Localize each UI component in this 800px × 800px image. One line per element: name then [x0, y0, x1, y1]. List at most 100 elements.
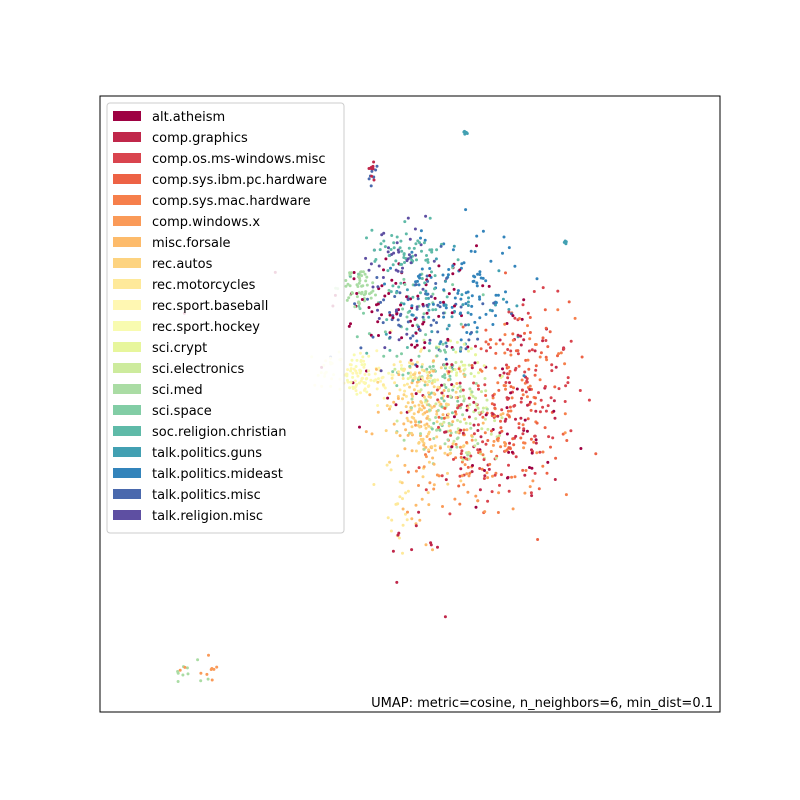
- scatter-point: [425, 383, 429, 387]
- scatter-point: [387, 246, 390, 250]
- scatter-point: [364, 279, 368, 283]
- scatter-point: [476, 429, 480, 432]
- scatter-point: [532, 290, 536, 293]
- scatter-point: [557, 387, 561, 391]
- scatter-point: [496, 511, 500, 514]
- scatter-point: [406, 510, 409, 514]
- scatter-point: [385, 318, 389, 322]
- scatter-point: [456, 291, 460, 295]
- scatter-point: [410, 258, 414, 262]
- scatter-point: [450, 445, 454, 449]
- scatter-point: [401, 307, 405, 311]
- scatter-point: [345, 378, 349, 382]
- scatter-point: [468, 387, 472, 391]
- scatter-point: [405, 382, 409, 386]
- scatter-point: [494, 456, 498, 460]
- scatter-point: [479, 276, 483, 280]
- scatter-point: [493, 366, 497, 370]
- scatter-point: [508, 369, 512, 373]
- scatter-point: [505, 322, 509, 325]
- scatter-point: [452, 244, 456, 248]
- scatter-point: [475, 326, 479, 330]
- scatter-point: [460, 474, 464, 478]
- scatter-point: [451, 420, 455, 424]
- scatter-point: [520, 396, 523, 400]
- scatter-point: [521, 303, 525, 307]
- scatter-point: [383, 294, 387, 298]
- scatter-point: [344, 279, 348, 282]
- scatter-point: [355, 358, 359, 362]
- scatter-point: [442, 315, 446, 319]
- scatter-point: [424, 426, 428, 430]
- scatter-point: [398, 360, 402, 364]
- scatter-point: [500, 408, 504, 412]
- scatter-point: [411, 295, 415, 299]
- scatter-point: [447, 421, 451, 425]
- scatter-point: [205, 672, 209, 676]
- scatter-point: [427, 448, 431, 452]
- scatter-point: [533, 434, 537, 438]
- scatter-point: [379, 369, 383, 373]
- scatter-point: [463, 363, 467, 367]
- legend-swatch: [113, 384, 141, 394]
- scatter-point: [456, 386, 460, 390]
- scatter-point: [533, 471, 537, 475]
- scatter-point: [466, 490, 470, 494]
- scatter-point: [405, 315, 409, 319]
- scatter-point: [450, 315, 454, 319]
- scatter-point: [377, 317, 381, 320]
- scatter-point: [394, 310, 398, 314]
- legend-box: [106, 102, 345, 534]
- scatter-point: [514, 455, 518, 459]
- scatter-point: [419, 388, 423, 392]
- scatter-point: [419, 229, 423, 233]
- legend-label: comp.sys.ibm.pc.hardware: [152, 173, 327, 188]
- scatter-point: [415, 339, 419, 343]
- scatter-point: [534, 368, 538, 372]
- legend-swatch: [113, 510, 141, 520]
- scatter-point: [427, 460, 431, 464]
- scatter-point: [374, 168, 378, 172]
- scatter-point: [526, 358, 530, 362]
- scatter-point: [357, 381, 361, 385]
- scatter-point: [504, 290, 507, 294]
- scatter-point: [454, 412, 458, 416]
- scatter-point: [504, 442, 508, 446]
- scatter-point: [358, 425, 361, 429]
- scatter-point: [390, 376, 394, 380]
- scatter-point: [554, 456, 558, 460]
- scatter-point: [408, 361, 411, 365]
- scatter-point: [353, 305, 357, 309]
- scatter-point: [459, 452, 463, 456]
- scatter-point: [414, 503, 418, 507]
- scatter-point: [424, 455, 428, 459]
- scatter-point: [435, 428, 439, 432]
- scatter-point: [415, 364, 419, 368]
- scatter-point: [451, 388, 455, 392]
- scatter-point: [462, 394, 465, 398]
- scatter-point: [401, 497, 404, 501]
- scatter-point: [459, 322, 463, 326]
- scatter-point: [445, 295, 449, 299]
- scatter-point: [423, 341, 427, 345]
- scatter-point: [421, 287, 425, 291]
- scatter-point: [483, 417, 487, 421]
- scatter-point: [420, 365, 424, 369]
- scatter-point: [513, 264, 517, 268]
- scatter-point: [354, 384, 358, 388]
- scatter-point: [349, 322, 352, 326]
- scatter-point: [475, 284, 479, 288]
- scatter-point: [400, 363, 403, 367]
- scatter-point: [448, 448, 452, 452]
- scatter-point: [429, 543, 433, 547]
- scatter-point: [520, 317, 524, 321]
- scatter-point: [465, 441, 469, 444]
- scatter-point: [446, 438, 450, 442]
- scatter-point: [483, 431, 487, 435]
- scatter-point: [478, 316, 482, 320]
- scatter-point: [474, 396, 477, 400]
- scatter-point: [417, 376, 421, 380]
- scatter-point: [412, 246, 416, 250]
- scatter-point: [458, 268, 462, 272]
- scatter-point: [506, 348, 510, 351]
